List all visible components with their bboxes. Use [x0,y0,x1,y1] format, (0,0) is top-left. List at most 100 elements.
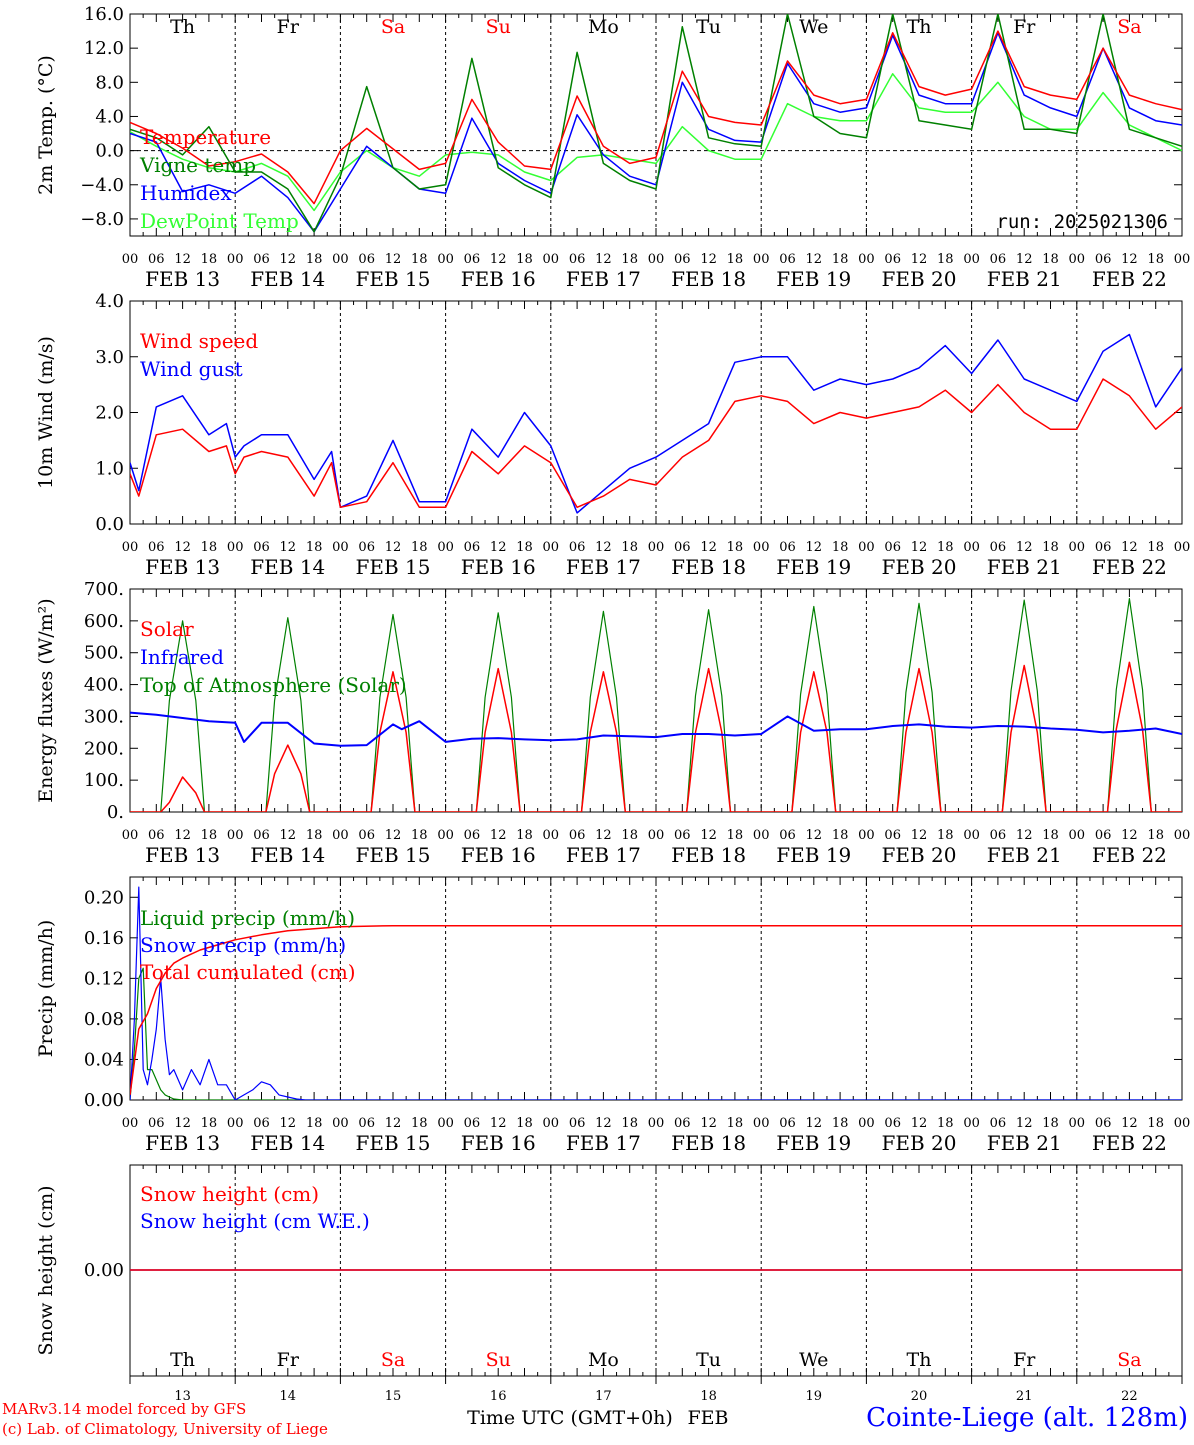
legend-entry: Snow precip (mm/h) [140,933,346,957]
series-group [130,886,1182,1100]
hour-tick-label: 12 [595,540,612,555]
hour-tick-label: 06 [674,828,691,843]
legend-entry: Infrared [140,645,224,669]
y-tick-label: 1.0 [95,458,124,479]
date-label: FEB 20 [882,843,957,867]
hour-tick-label: 00 [648,1116,665,1131]
hour-tick-label: 12 [911,252,928,267]
day-number-label: 14 [280,1389,297,1404]
hour-tick-label: 18 [621,828,638,843]
hour-tick-label: 12 [1016,540,1033,555]
y-tick-label: 0.08 [84,1009,124,1030]
hour-tick-label: 00 [963,252,980,267]
hour-tick-label: 18 [727,1116,744,1131]
dow-label: Sa [1117,1349,1141,1371]
date-label: FEB 19 [776,1131,851,1155]
hour-tick-label: 18 [1147,540,1164,555]
hour-tick-label: 00 [1174,1116,1191,1131]
hour-tick-label: 00 [1069,828,1086,843]
dow-label: Th [907,1349,932,1371]
y-tick-label: 0.00 [84,1260,124,1281]
series-line-solar [130,661,1182,812]
hour-tick-label: 00 [648,540,665,555]
series-line-toa [130,597,1182,812]
hour-tick-label: 00 [122,1116,139,1131]
hour-tick-label: 00 [858,540,875,555]
hour-tick-label: 06 [990,540,1007,555]
date-label: FEB 18 [671,555,746,579]
date-label: FEB 21 [987,843,1062,867]
day-number-label: 17 [595,1389,612,1404]
hour-tick-label: 18 [1042,540,1059,555]
hour-tick-label: 12 [595,828,612,843]
hour-tick-label: 12 [280,828,297,843]
legend-entry: Liquid precip (mm/h) [140,906,355,930]
date-label: FEB 14 [250,267,325,291]
hour-tick-label: 06 [464,1116,481,1131]
hour-tick-label: 00 [648,828,665,843]
y-tick-label: 16.0 [84,4,124,25]
hour-tick-label: 12 [490,252,507,267]
day-number-label: 21 [1016,1389,1033,1404]
date-label: FEB 20 [882,267,957,291]
panel-wind: 00 06 12 18 00 06 12 18 00 06 12 18 00 06 12 18 00 06 12 18… [35,291,1190,579]
date-label: FEB 17 [566,843,641,867]
dow-label: Fr [277,1349,300,1371]
hour-tick-label: 12 [700,252,717,267]
hour-tick-label: 00 [227,828,244,843]
date-label: FEB 18 [671,1131,746,1155]
y-axis-label: Snow height (cm) [35,1185,57,1355]
series-line-wind-gust [130,333,1182,514]
x-axis-month: FEB [687,1407,728,1429]
legend-entry: DewPoint Temp [140,209,299,233]
hour-tick-label: 12 [385,252,402,267]
hour-tick-label: 06 [148,1116,165,1131]
hour-tick-label: 18 [516,1116,533,1131]
hour-tick-label: 06 [569,828,586,843]
hour-tick-label: 00 [858,1116,875,1131]
y-tick-label: 700. [84,579,124,600]
dow-label: Su [486,16,511,38]
dow-label: Sa [1117,16,1141,38]
hour-tick-label: 00 [858,828,875,843]
dow-label: Mo [588,16,619,38]
hour-tick-label: 00 [543,540,560,555]
hour-tick-label: 12 [700,828,717,843]
hour-tick-label: 12 [490,828,507,843]
dow-label: Th [907,16,932,38]
series-line-temperature [130,30,1182,205]
hour-tick-label: 18 [201,540,218,555]
hour-tick-label: 06 [884,828,901,843]
hour-tick-label: 06 [358,252,375,267]
hour-tick-label: 12 [911,828,928,843]
y-tick-label: −8.0 [80,209,124,230]
y-tick-label: 3.0 [95,347,124,368]
hour-tick-label: 12 [490,1116,507,1131]
hour-tick-label: 00 [963,1116,980,1131]
dow-label: Fr [277,16,300,38]
hour-tick-label: 06 [1095,1116,1112,1131]
hour-tick-label: 18 [832,252,849,267]
hour-tick-label: 18 [727,828,744,843]
date-label: FEB 21 [987,1131,1062,1155]
hour-tick-label: 12 [595,1116,612,1131]
date-label: FEB 18 [671,843,746,867]
hour-tick-label: 00 [858,252,875,267]
hour-tick-label: 06 [464,828,481,843]
hour-tick-label: 06 [884,1116,901,1131]
hour-tick-label: 06 [464,252,481,267]
hour-tick-label: 00 [1174,540,1191,555]
hour-tick-label: 18 [306,252,323,267]
date-label: FEB 17 [566,1131,641,1155]
hour-tick-label: 00 [543,252,560,267]
hour-tick-label: 12 [174,828,191,843]
date-label: FEB 22 [1092,1131,1167,1155]
day-number-label: 19 [806,1389,823,1404]
hour-tick-label: 06 [464,540,481,555]
date-label: FEB 16 [461,267,536,291]
hour-tick-label: 06 [674,1116,691,1131]
hour-tick-label: 18 [201,828,218,843]
y-tick-label: 0. [107,802,124,823]
hour-tick-label: 18 [727,540,744,555]
legend-entry: Wind gust [140,357,243,381]
